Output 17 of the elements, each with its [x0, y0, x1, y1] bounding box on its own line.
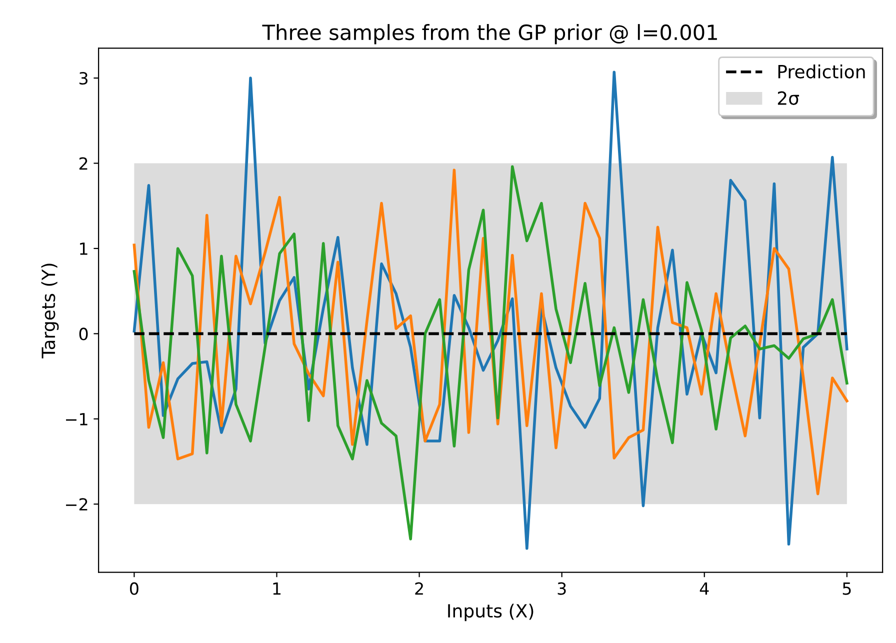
- y-axis-title: Targets (Y): [41, 264, 59, 358]
- chart-title: Three samples from the GP prior @ l=0.001: [262, 24, 717, 44]
- y-tick-label: 1: [80, 242, 88, 255]
- x-tick-label: 5: [842, 582, 851, 595]
- y-tick-label: 0: [79, 328, 88, 340]
- x-tick-label: 1: [273, 582, 281, 595]
- y-tick-label: 3: [80, 72, 88, 85]
- x-tick-label: 2: [415, 582, 423, 595]
- x-axis-title: Inputs (X): [448, 604, 534, 622]
- x-tick-label: 3: [558, 582, 566, 595]
- x-tick-label: 0: [130, 582, 138, 595]
- y-tick-label: −2: [66, 498, 88, 510]
- y-tick-label: −1: [66, 413, 88, 426]
- legend-label: Prediction: [778, 64, 865, 78]
- y-tick-label: 2: [79, 157, 88, 170]
- legend-label: 2σ: [778, 91, 800, 105]
- x-tick-label: 4: [700, 582, 709, 595]
